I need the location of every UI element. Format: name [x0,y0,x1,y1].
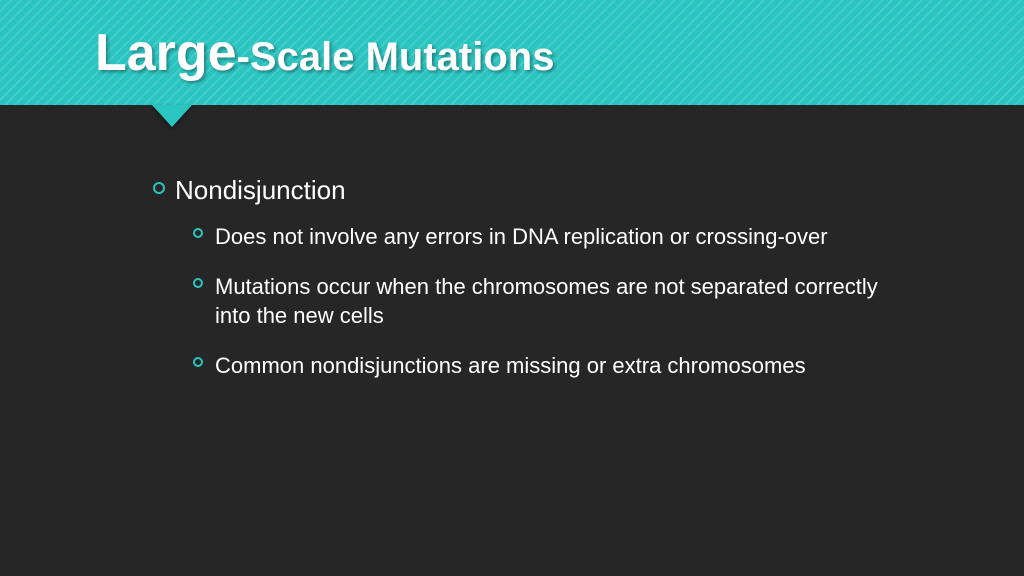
bullet-level-2-text: Does not involve any errors in DNA repli… [215,224,828,249]
circle-bullet-icon [193,278,203,288]
bullet-level-2-text: Mutations occur when the chromosomes are… [215,274,878,329]
bullet-level-1: Nondisjunction [175,175,934,206]
bullet-level-2: Does not involve any errors in DNA repli… [215,222,895,252]
bullet-level-2-text: Common nondisjunctions are missing or ex… [215,353,806,378]
title-rest: -Scale Mutations [237,35,555,79]
circle-bullet-icon [153,182,165,194]
header-notch-icon [152,105,192,127]
title-emphasis: Large [95,24,237,82]
bullet-level-2: Mutations occur when the chromosomes are… [215,272,895,331]
slide-header: Large-Scale Mutations [0,0,1024,105]
slide-content: Nondisjunction Does not involve any erro… [0,105,1024,381]
bullet-level-2: Common nondisjunctions are missing or ex… [215,351,895,381]
circle-bullet-icon [193,357,203,367]
slide-title: Large-Scale Mutations [95,23,554,83]
circle-bullet-icon [193,228,203,238]
bullet-level-1-text: Nondisjunction [175,175,346,205]
